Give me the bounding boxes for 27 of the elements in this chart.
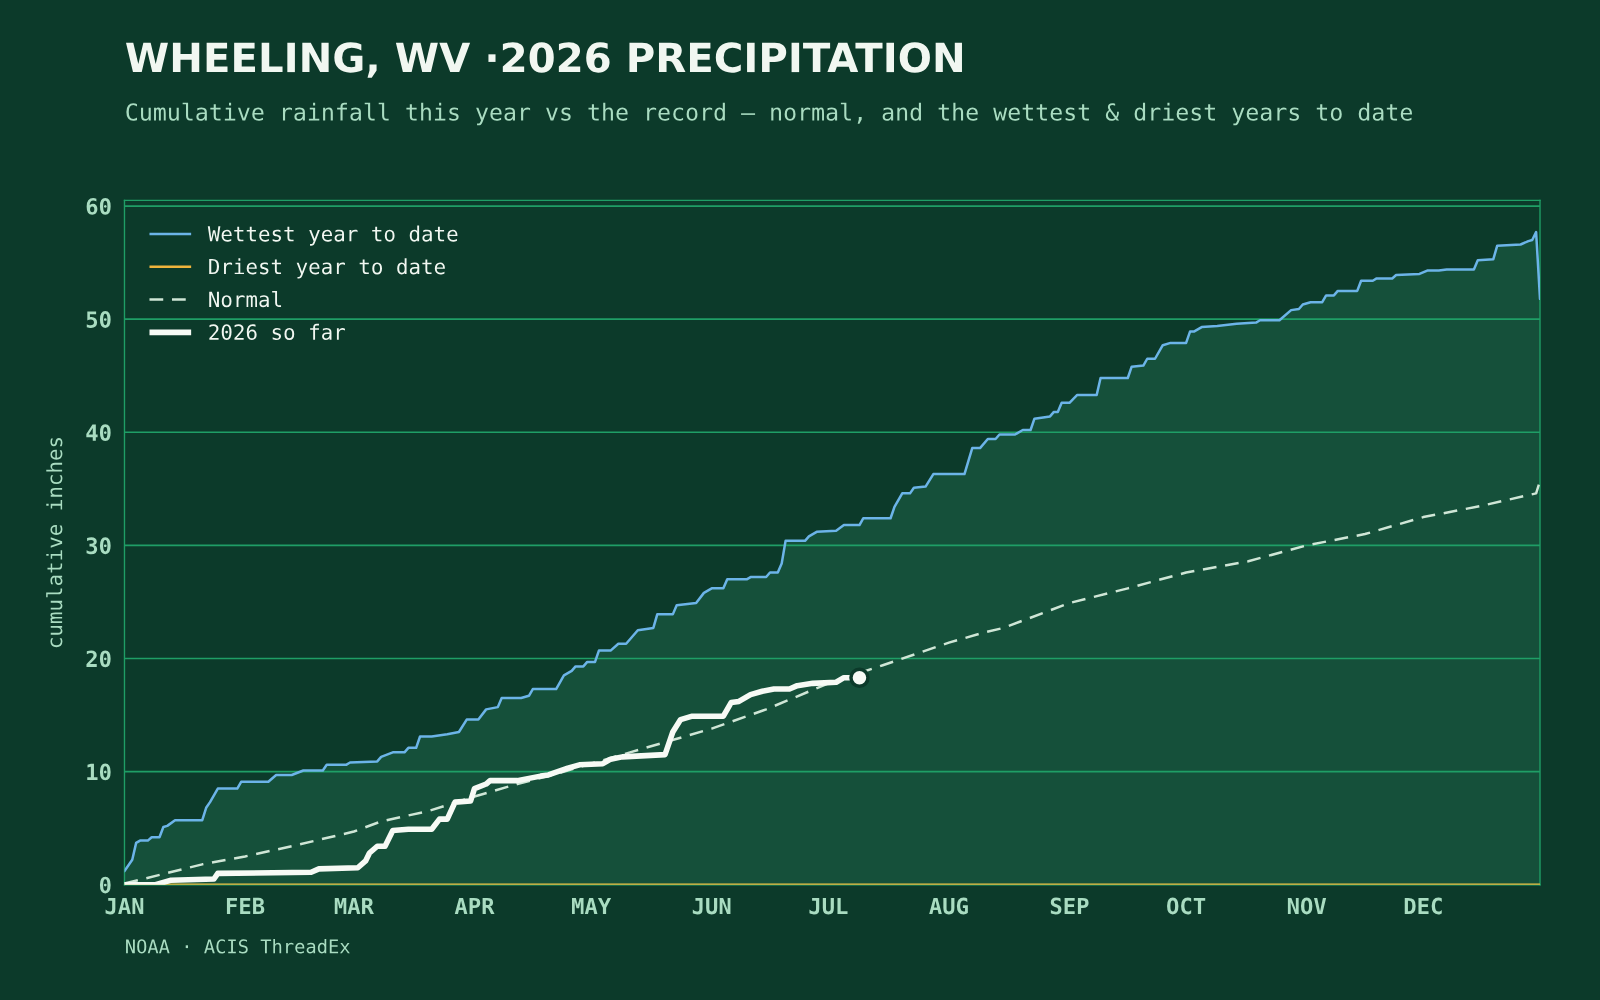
text: NOAA · ACIS ThreadEx — [126, 938, 350, 954]
legend-label: Normal — [209, 290, 282, 308]
x-tick-label: JUL — [809, 897, 848, 915]
y-tick-label: 50 — [86, 311, 111, 328]
x-tick-label: JUN — [692, 897, 731, 915]
x-tick-label: MAR — [334, 897, 374, 915]
y-tick-label: 10 — [87, 763, 111, 781]
legend-label: Wettest year to date — [207, 225, 458, 246]
x-tick-label: MAY — [572, 897, 612, 915]
x-tick-label: APR — [454, 897, 495, 915]
chart-title: WHEELING, WV ·2026 PRECIPITATION — [126, 42, 962, 78]
x-tick-label: DEC — [1404, 897, 1442, 915]
y-tick-label: 60 — [86, 198, 111, 215]
x-tick-label: FEB — [226, 897, 265, 915]
x-tick-label: JAN — [105, 897, 144, 915]
x-tick-label: OCT — [1167, 897, 1206, 915]
y-axis-title: cumulative inches — [46, 438, 63, 648]
x-tick-label: NOV — [1287, 897, 1327, 915]
x-tick-label: AUG — [929, 897, 968, 915]
chart-subtitle: Cumulative rainfall this year vs the record — normal, and the wettest & driest years to date — [126, 102, 1412, 126]
x-tick-label: SEP — [1050, 897, 1089, 915]
y-tick-label: 30 — [86, 537, 111, 555]
legend-label: 2026 so far — [209, 323, 345, 340]
y-tick-label: 20 — [86, 650, 111, 668]
y-tick-label: 0 — [99, 876, 111, 894]
y-tick-label: 40 — [86, 424, 111, 442]
legend-label: Driest year to date — [209, 258, 445, 279]
